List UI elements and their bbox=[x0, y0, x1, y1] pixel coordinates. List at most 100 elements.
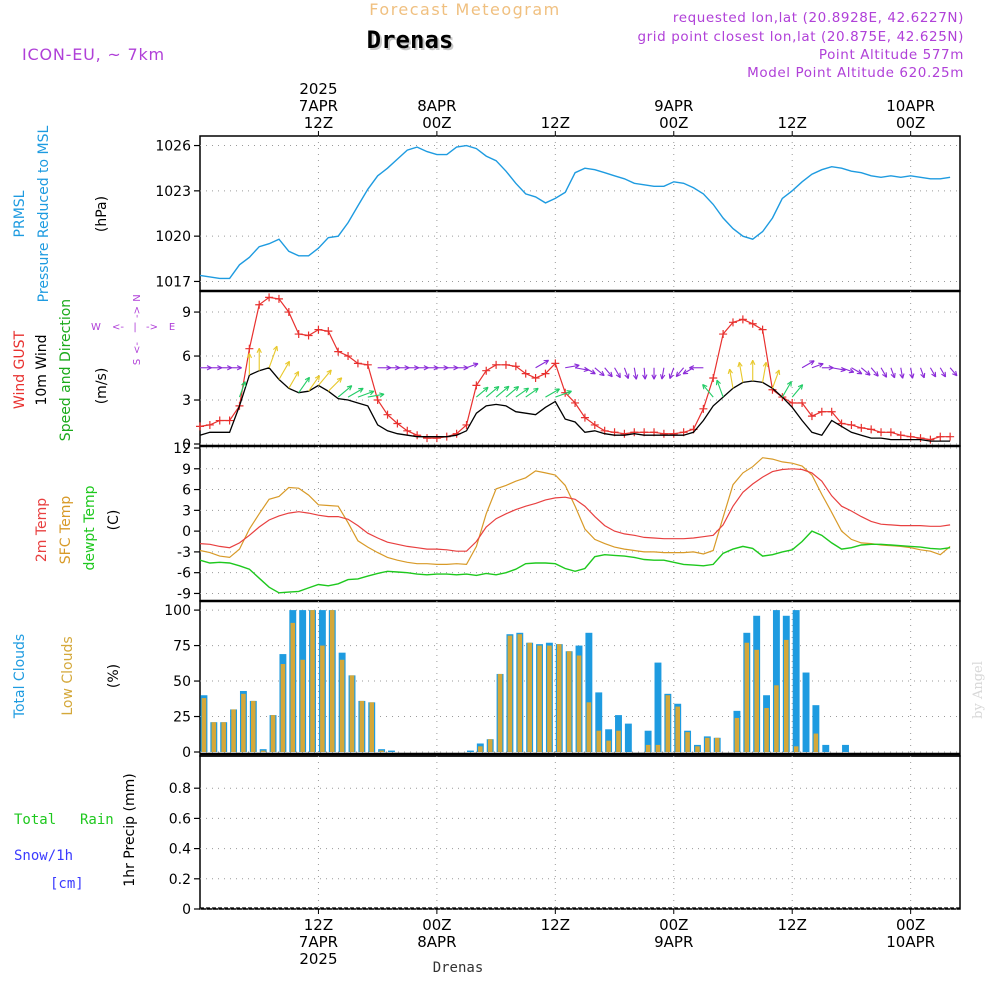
wind-direction-arrowhead bbox=[920, 372, 926, 379]
low-cloud-bar bbox=[507, 635, 513, 752]
wind-direction-arrowhead bbox=[737, 361, 743, 368]
gust-marker bbox=[472, 381, 481, 390]
total-cloud-bar bbox=[812, 705, 820, 752]
y-tick-label: 3 bbox=[182, 393, 191, 409]
low-cloud-bar bbox=[744, 642, 750, 752]
time-label-top: 00Z bbox=[896, 114, 925, 132]
gust-marker bbox=[748, 319, 757, 328]
panel-pressure-frame bbox=[199, 135, 961, 292]
wind-direction-arrow bbox=[565, 364, 580, 369]
wind-direction-arrow bbox=[675, 367, 685, 377]
wind-direction-arrow bbox=[515, 387, 529, 398]
wind-direction-arrowhead bbox=[702, 383, 708, 390]
wind-direction-arrowhead bbox=[472, 362, 479, 368]
y-tick-label: 0.2 bbox=[169, 872, 191, 888]
gust-marker bbox=[916, 434, 925, 443]
gust-marker bbox=[926, 435, 935, 444]
wind-direction-arrow bbox=[949, 367, 958, 377]
gust-marker bbox=[314, 325, 323, 334]
y-tick-label: 0.6 bbox=[169, 811, 191, 827]
gust-marker bbox=[817, 407, 826, 416]
time-label-top: 10APR bbox=[886, 97, 935, 115]
y-tick-label: 0.4 bbox=[169, 842, 191, 858]
compass-south-arrow: <- bbox=[132, 342, 143, 354]
time-label-bottom: 00Z bbox=[422, 916, 451, 934]
chart-subtitle: Forecast Meteogram bbox=[369, 0, 560, 19]
wind-direction-arrowhead bbox=[246, 353, 253, 359]
low-cloud-bar bbox=[695, 746, 700, 752]
wind-direction-arrow bbox=[485, 386, 500, 398]
gust-marker bbox=[620, 429, 629, 438]
time-label-top: 12Z bbox=[304, 114, 333, 132]
grid-layer bbox=[200, 136, 960, 910]
wind-direction-arrowhead bbox=[294, 370, 300, 377]
wind-direction-arrowhead bbox=[632, 374, 639, 380]
label-rain: Rain bbox=[80, 812, 114, 828]
gust-marker bbox=[413, 431, 422, 440]
wind-direction-arrowhead bbox=[326, 369, 332, 376]
label-percent: (%) bbox=[106, 664, 122, 688]
wind-direction-arrowhead bbox=[775, 369, 781, 375]
wind-direction-arrowhead bbox=[624, 373, 630, 379]
wind-direction-arrowhead bbox=[493, 385, 500, 392]
low-cloud-bar bbox=[329, 610, 335, 752]
wind-direction-arrowhead bbox=[642, 374, 648, 380]
gust-marker bbox=[936, 432, 945, 441]
time-label-bottom: 12Z bbox=[778, 916, 807, 934]
wind-direction-arrow bbox=[738, 362, 744, 383]
compass-west-label: W bbox=[91, 322, 101, 333]
wind-direction-arrow bbox=[347, 387, 364, 398]
wind-direction-arrowhead bbox=[379, 392, 385, 398]
low-cloud-bar bbox=[290, 622, 296, 752]
gust-marker bbox=[324, 327, 333, 336]
wind-direction-arrowhead bbox=[599, 370, 605, 377]
gust-marker bbox=[501, 360, 510, 369]
compass-west-arrow: <- bbox=[112, 322, 124, 333]
gust-marker bbox=[265, 293, 274, 302]
low-cloud-bar bbox=[260, 750, 266, 752]
label-hpa: (hPa) bbox=[94, 196, 110, 232]
watermark: by Angel bbox=[971, 661, 986, 719]
model-label: ICON-EU, ~ 7km bbox=[22, 45, 165, 64]
low-cloud-bar bbox=[497, 673, 503, 752]
time-label-top: 12Z bbox=[541, 114, 570, 132]
gust-marker bbox=[531, 374, 540, 383]
wind-direction-arrowhead bbox=[513, 385, 520, 392]
wind-direction-arrowhead bbox=[314, 375, 321, 381]
y-tick-label: 1023 bbox=[155, 184, 191, 200]
low-cloud-bar bbox=[547, 645, 552, 752]
wind-direction-arrowhead bbox=[890, 372, 896, 379]
wind-direction-arrow bbox=[555, 390, 572, 398]
total-cloud-bar bbox=[585, 632, 593, 752]
axis-layer: 10171020102310260369-9-6-303691202550751… bbox=[155, 80, 935, 968]
gust-marker bbox=[709, 374, 718, 383]
pressure-line bbox=[199, 144, 951, 280]
total-cloud-bar bbox=[624, 723, 632, 752]
label-total: Total bbox=[14, 812, 56, 828]
total-cloud-bar bbox=[466, 750, 474, 752]
info-line-3: Point Altitude 577m bbox=[819, 47, 964, 63]
low-cloud-bar bbox=[349, 675, 355, 752]
wind-direction-arrowhead bbox=[675, 371, 682, 378]
wind-direction-arrow bbox=[729, 368, 734, 389]
total-cloud-bar bbox=[842, 744, 849, 752]
time-label-top: 00Z bbox=[422, 114, 451, 132]
gust-marker bbox=[946, 432, 955, 441]
time-label-top: 9APR bbox=[654, 97, 693, 115]
gust-marker bbox=[788, 398, 797, 407]
time-label-top: 7APR bbox=[299, 97, 338, 115]
gust-marker bbox=[383, 410, 392, 419]
wind-direction-arrowhead bbox=[590, 369, 596, 375]
low-cloud-bar bbox=[280, 664, 286, 752]
label-10m-wind: 10m Wind bbox=[34, 334, 50, 405]
wind-direction-arrow bbox=[920, 367, 925, 379]
low-cloud-bar bbox=[645, 744, 651, 752]
low-cloud-bar bbox=[251, 700, 256, 752]
wind-direction-arrowhead bbox=[865, 370, 871, 376]
time-label-top: 8APR bbox=[417, 97, 456, 115]
wind-direction-arrow bbox=[466, 363, 479, 369]
time-label-bottom: 12Z bbox=[541, 916, 570, 934]
low-cloud-bar bbox=[714, 737, 720, 752]
y-tick-label: 0 bbox=[182, 902, 191, 918]
wind-direction-arrowhead bbox=[941, 371, 947, 378]
